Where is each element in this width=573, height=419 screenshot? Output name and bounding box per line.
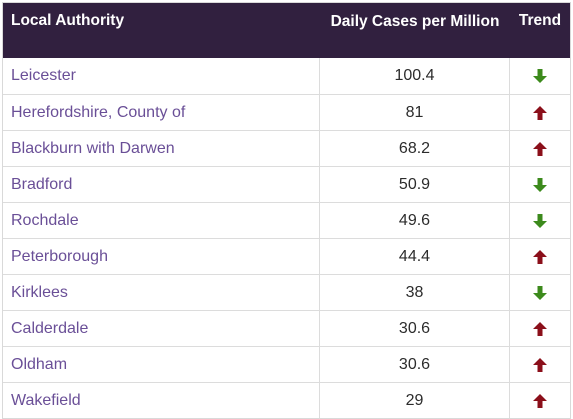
authority-cell: Oldham [3,347,320,382]
arrow-up-icon [532,321,548,337]
authority-cell: Blackburn with Darwen [3,131,320,166]
trend-cell [510,239,570,274]
cases-cell: 49.6 [320,203,510,238]
trend-cell [510,167,570,202]
authority-name: Oldham [11,355,68,373]
authority-cell: Herefordshire, County of [3,95,320,130]
cases-cell: 68.2 [320,131,510,166]
authority-cell: Bradford [3,167,320,202]
cases-value: 68.2 [398,139,431,157]
table-row: Kirklees 38 [3,274,570,310]
table-row: Wakefield 29 [3,382,570,418]
arrow-up-icon-shape [533,141,547,156]
cases-value: 44.4 [398,247,431,265]
cases-cell: 81 [320,95,510,130]
authority-name: Bradford [11,175,73,193]
arrow-down-icon-shape [533,285,547,300]
trend-cell [510,58,570,94]
authority-cell: Calderdale [3,311,320,346]
table-row: Peterborough 44.4 [3,238,570,274]
cases-value: 50.9 [398,175,431,193]
authority-name: Peterborough [11,247,108,265]
cases-value: 49.6 [398,211,431,229]
authority-name: Rochdale [11,211,79,229]
arrow-down-icon [532,177,548,193]
trend-cell [510,203,570,238]
authority-cell: Wakefield [3,383,320,418]
arrow-down-icon-shape [533,69,547,83]
authority-name: Wakefield [11,391,81,409]
header-trend: Trend [518,12,562,29]
arrow-up-icon-shape [533,321,547,336]
header-daily-cases: Daily Cases per Million [330,13,500,30]
cases-cell: 30.6 [320,347,510,382]
trend-cell [510,131,570,166]
trend-cell [510,311,570,346]
authority-name: Calderdale [11,319,89,337]
table-row: Blackburn with Darwen 68.2 [3,130,570,166]
cases-value: 30.6 [398,355,431,373]
cases-value: 30.6 [398,319,431,337]
authority-name: Herefordshire, County of [11,103,186,121]
authority-name: Blackburn with Darwen [11,139,175,157]
arrow-up-icon-shape [533,357,547,372]
cases-cell: 38 [320,275,510,310]
arrow-up-icon [532,105,548,121]
arrow-up-icon [532,357,548,373]
cases-cell: 44.4 [320,239,510,274]
cases-value: 100.4 [394,67,435,84]
trend-cell [510,275,570,310]
header-local-authority: Local Authority [11,12,125,29]
cases-value: 38 [405,283,424,301]
arrow-down-icon-shape [533,213,547,228]
table-row: Bradford 50.9 [3,166,570,202]
cases-value: 29 [405,391,424,409]
arrow-up-icon [532,141,548,157]
authority-cell: Peterborough [3,239,320,274]
table-row: Oldham 30.6 [3,346,570,382]
cases-cell: 29 [320,383,510,418]
cases-cell: 30.6 [320,311,510,346]
authority-cell: Leicester [3,58,320,94]
arrow-down-icon [532,68,548,84]
trend-cell [510,383,570,418]
table-row: Herefordshire, County of 81 [3,94,570,130]
trend-cell [510,347,570,382]
arrow-up-icon-shape [533,105,547,120]
arrow-up-icon [532,249,548,265]
table-row: Leicester 100.4 [3,58,570,94]
arrow-down-icon [532,213,548,229]
arrow-up-icon [532,393,548,409]
authority-cell: Kirklees [3,275,320,310]
cases-cell: 50.9 [320,167,510,202]
table-body: Leicester 100.4 Herefordshire, County of… [3,58,570,418]
arrow-up-icon-shape [533,393,547,408]
authority-name: Kirklees [11,283,68,301]
arrow-down-icon [532,285,548,301]
arrow-up-icon-shape [533,249,547,264]
table-header: Local Authority Daily Cases per Million … [3,3,570,58]
table-row: Rochdale 49.6 [3,202,570,238]
trend-cell [510,95,570,130]
arrow-down-icon-shape [533,177,547,192]
authority-cell: Rochdale [3,203,320,238]
authority-name: Leicester [11,67,76,84]
table-row: Calderdale 30.6 [3,310,570,346]
cases-cell: 100.4 [320,58,510,94]
cases-value: 81 [405,103,424,121]
